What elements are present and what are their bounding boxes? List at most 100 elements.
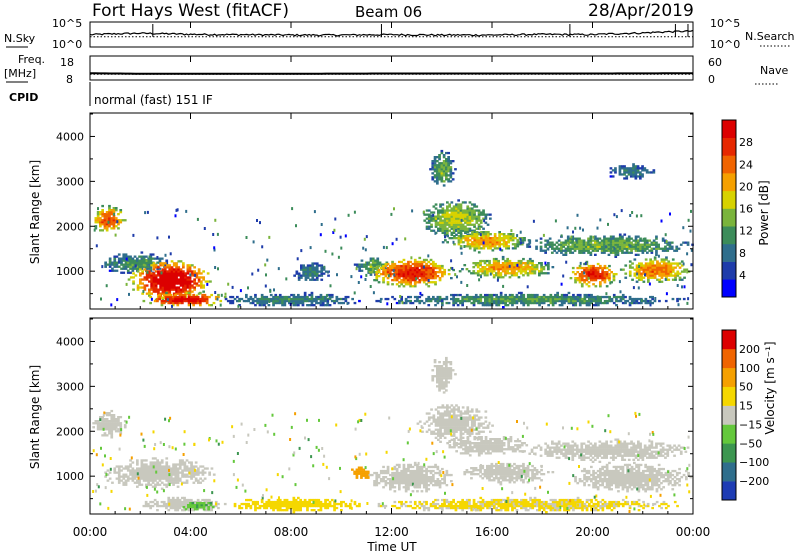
data-cell	[168, 272, 172, 275]
data-cell	[605, 271, 609, 274]
data-cell	[154, 465, 157, 468]
data-cell	[660, 276, 664, 279]
data-cell	[473, 233, 477, 236]
data-cell	[156, 483, 159, 486]
data-cell	[674, 266, 677, 269]
data-cell	[151, 504, 155, 508]
data-cell	[432, 268, 435, 272]
data-cell	[395, 283, 399, 286]
data-cell	[634, 247, 638, 250]
data-cell	[420, 275, 424, 278]
data-cell	[551, 304, 555, 307]
data-cell	[297, 504, 300, 508]
data-cell	[324, 504, 327, 508]
data-cell	[546, 239, 550, 242]
data-cell	[344, 299, 348, 303]
data-cell	[488, 264, 491, 267]
data-cell	[438, 486, 442, 489]
data-cell	[99, 229, 102, 232]
data-cell	[166, 264, 169, 267]
data-cell	[504, 259, 507, 263]
data-cell	[569, 297, 573, 301]
data-cell	[342, 301, 345, 305]
data-cell	[108, 263, 112, 266]
data-cell	[420, 471, 424, 475]
data-cell	[520, 243, 524, 246]
data-cell	[176, 463, 180, 466]
data-cell	[501, 257, 505, 261]
data-cell	[247, 297, 250, 301]
data-cell	[382, 469, 385, 473]
data-cell	[324, 502, 327, 506]
data-cell	[483, 272, 487, 275]
data-cell	[473, 203, 476, 206]
noise-tick-right-bottom: 10^0	[710, 38, 740, 51]
data-cell	[667, 264, 671, 267]
data-cell	[393, 465, 397, 469]
data-cell	[322, 272, 326, 275]
data-cell	[145, 284, 149, 287]
data-cell	[480, 275, 482, 279]
data-cell	[416, 486, 419, 489]
data-cell	[112, 424, 116, 427]
data-cell	[115, 465, 119, 468]
data-cell	[501, 268, 505, 271]
data-cell	[588, 295, 591, 299]
cpid-text: normal (fast) 151 IF	[94, 93, 213, 107]
data-cell	[520, 293, 523, 297]
data-cell	[393, 473, 397, 477]
data-cell	[300, 274, 303, 277]
data-cell	[302, 268, 305, 271]
data-cell	[445, 170, 448, 173]
data-cell	[540, 272, 543, 275]
data-cell	[613, 246, 616, 250]
data-cell	[587, 264, 591, 268]
data-cell	[540, 270, 543, 273]
data-cell	[166, 274, 169, 277]
data-cell	[313, 278, 317, 281]
data-cell	[422, 265, 425, 269]
data-cell	[508, 293, 512, 297]
data-cell	[438, 271, 442, 274]
data-cell	[200, 280, 203, 283]
data-cell	[171, 304, 173, 308]
data-cell	[599, 299, 602, 303]
colorbar-tick-label: 12	[739, 225, 753, 238]
data-cell	[168, 278, 172, 281]
data-cell	[502, 241, 506, 244]
data-cell	[391, 268, 394, 272]
data-cell	[459, 500, 462, 504]
data-cell	[616, 247, 620, 250]
data-cell	[386, 302, 389, 306]
data-cell	[285, 498, 289, 502]
data-cell	[151, 471, 155, 474]
data-cell	[256, 299, 259, 303]
data-cell	[278, 504, 282, 508]
data-cell	[623, 243, 627, 246]
data-cell	[117, 424, 120, 427]
data-cell	[122, 267, 126, 270]
data-cell	[110, 409, 114, 413]
data-cell	[520, 241, 522, 245]
data-cell	[387, 274, 390, 278]
data-cell	[493, 235, 497, 238]
data-cell	[524, 262, 528, 265]
data-cell	[112, 215, 116, 218]
data-cell	[439, 219, 442, 222]
data-cell	[142, 465, 146, 468]
data-cell	[350, 275, 353, 279]
data-cell	[413, 463, 417, 467]
data-cell	[312, 504, 316, 508]
data-cell	[110, 428, 114, 431]
data-cell	[592, 279, 595, 282]
data-cell	[174, 500, 177, 504]
data-cell	[468, 235, 472, 238]
data-cell	[638, 270, 641, 273]
data-cell	[644, 301, 648, 305]
data-cell	[597, 301, 600, 305]
data-cell	[192, 299, 195, 303]
data-cell	[113, 257, 117, 260]
data-cell	[194, 273, 197, 277]
data-cell	[442, 180, 446, 183]
data-cell	[662, 268, 666, 271]
